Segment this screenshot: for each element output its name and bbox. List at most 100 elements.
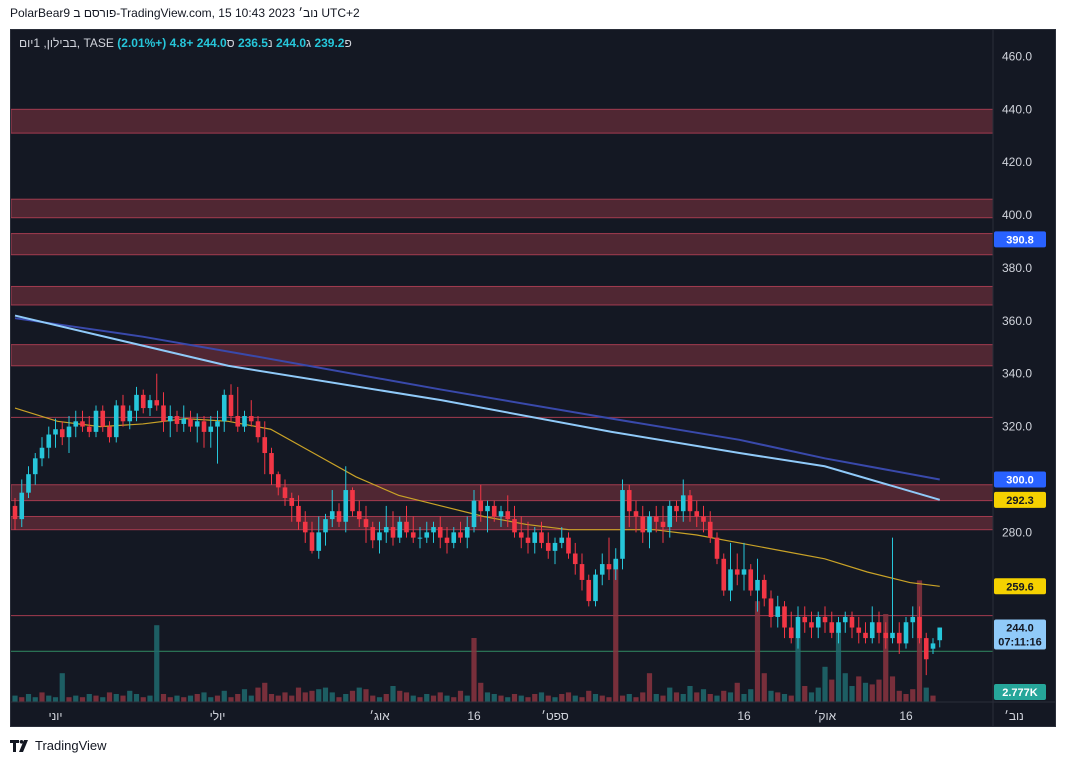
- candle-body: [161, 405, 166, 422]
- candle: [633, 500, 639, 533]
- candle-body: [707, 521, 713, 538]
- resistance-zone: [11, 198, 994, 219]
- candle-body: [309, 532, 315, 551]
- volume-bar: [781, 694, 788, 702]
- candle-body: [856, 627, 862, 633]
- candle-body: [525, 537, 531, 543]
- volume-bar: [849, 686, 855, 702]
- volume-bar: [79, 697, 86, 702]
- volume-bar: [221, 690, 227, 702]
- candle-body: [728, 569, 733, 591]
- volume-bar: [187, 695, 194, 702]
- candle-body: [370, 527, 376, 541]
- candle: [161, 392, 166, 432]
- candle-body: [566, 537, 571, 554]
- candle: [39, 437, 45, 467]
- volume-bar: [545, 695, 551, 702]
- candle-body: [552, 542, 558, 551]
- candle-body: [640, 516, 646, 533]
- candle-body: [876, 622, 882, 633]
- price-chart[interactable]: 460.0 440.0 420.0 400.0 380.0 360.0 340.0 320.0…: [11, 30, 1056, 727]
- candle: [680, 479, 686, 522]
- candle-body: [174, 416, 180, 424]
- resistance-zone: [11, 285, 994, 306]
- time-axis-tick: 16: [737, 709, 751, 723]
- candle-body: [539, 532, 544, 543]
- candle-body: [32, 458, 38, 475]
- candle: [525, 521, 531, 554]
- candle-body: [377, 532, 382, 541]
- candle: [370, 521, 376, 549]
- price-tag-value: 259.6: [1006, 581, 1034, 593]
- volume-bar: [390, 686, 396, 702]
- volume-bar: [106, 692, 113, 702]
- volume-bar: [856, 676, 862, 702]
- volume-bar: [444, 695, 450, 702]
- candle: [404, 505, 409, 538]
- candle: [849, 611, 855, 639]
- footer: TradingView: [10, 738, 107, 753]
- chart-panel[interactable]: 460.0 440.0 420.0 400.0 380.0 360.0 340.0 320.0…: [10, 29, 1056, 727]
- candle: [458, 521, 463, 543]
- candle-body: [836, 622, 841, 633]
- candle-body: [181, 418, 187, 424]
- candle: [32, 453, 38, 485]
- candle: [836, 616, 841, 644]
- volume-bar: [201, 692, 207, 702]
- candle-body: [350, 490, 355, 512]
- candle: [417, 527, 423, 549]
- candle-body: [437, 527, 443, 538]
- candle: [12, 497, 18, 530]
- candle: [323, 513, 328, 546]
- volume-bar: [714, 695, 720, 702]
- price-tag: 300.0: [994, 471, 1046, 488]
- candle-body: [849, 616, 855, 628]
- candle: [80, 410, 85, 432]
- candle: [863, 622, 868, 644]
- candle: [842, 611, 848, 633]
- volume-bar: [478, 682, 484, 702]
- candle-body: [444, 537, 450, 543]
- candle: [741, 542, 747, 591]
- candle-body: [154, 400, 160, 406]
- candle-body: [329, 511, 335, 520]
- candle: [140, 389, 146, 414]
- candle: [606, 537, 612, 580]
- volume-bar: [572, 695, 578, 702]
- candle-body: [390, 527, 396, 538]
- volume-bar: [363, 689, 369, 702]
- candle: [282, 479, 288, 506]
- volume-bar: [599, 695, 605, 702]
- volume-bar: [700, 689, 707, 702]
- candle: [302, 511, 308, 543]
- candle-body: [12, 505, 18, 520]
- volume-bar: [181, 697, 187, 702]
- candle-body: [417, 537, 423, 539]
- candle: [491, 500, 497, 522]
- volume-bar: [896, 690, 902, 702]
- price-tag-background: [994, 619, 1046, 650]
- volume-bar: [552, 697, 558, 702]
- price-tag-countdown: 07:11:16: [998, 637, 1041, 649]
- volume-bar: [194, 694, 200, 702]
- volume-bar: [262, 682, 268, 702]
- candle: [215, 410, 220, 464]
- candle-body: [140, 394, 146, 409]
- volume-bar: [626, 694, 632, 702]
- candle: [761, 574, 767, 607]
- candle-body: [221, 394, 227, 422]
- resistance-zone: [11, 233, 994, 256]
- candle-body: [890, 632, 895, 639]
- volume-bar: [889, 676, 896, 702]
- candle: [518, 516, 524, 549]
- candle: [586, 574, 592, 607]
- candle-body: [721, 558, 727, 591]
- candle: [350, 487, 355, 517]
- candle-body: [46, 434, 52, 448]
- volume-bar: [694, 692, 700, 702]
- volume-bar: [613, 559, 619, 702]
- candle: [809, 611, 814, 639]
- candle: [674, 500, 679, 522]
- candle: [707, 511, 713, 543]
- candle-body: [883, 632, 889, 639]
